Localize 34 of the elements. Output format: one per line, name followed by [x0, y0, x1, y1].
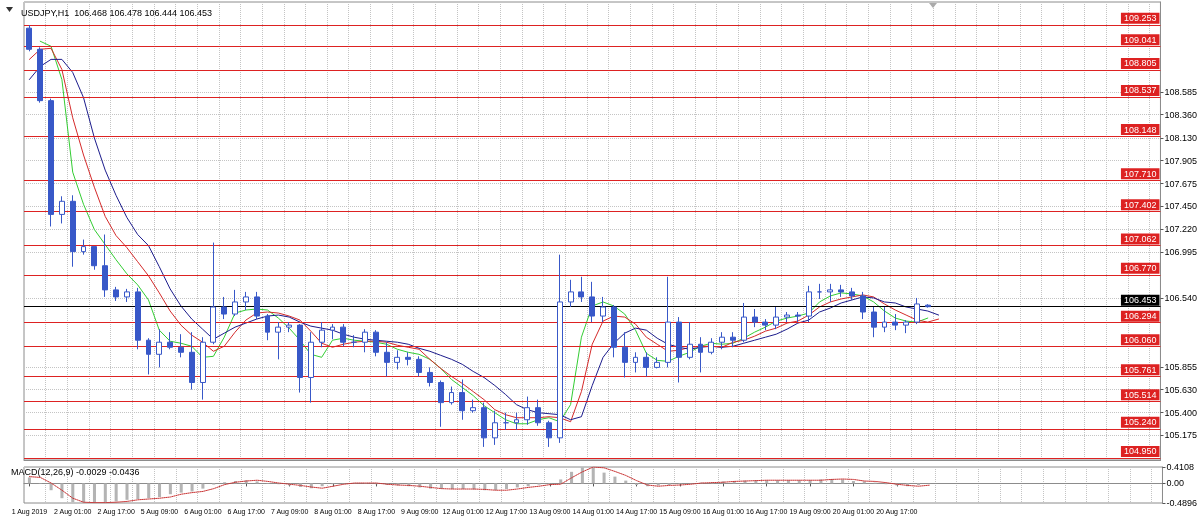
y-tick-label: -0.4896: [1166, 498, 1198, 508]
ref-line-label: 109.253: [1123, 13, 1157, 24]
chart-title: MACD(12,26,9) -0.0029 -0.0436: [11, 466, 140, 477]
y-tick-label: 108.360: [1164, 109, 1198, 120]
ref-line-label: 108.805: [1123, 58, 1157, 69]
y-tick-label: 105.630: [1164, 384, 1198, 395]
y-tick-label: 107.450: [1164, 201, 1198, 212]
y-tick-label: 105.400: [1164, 407, 1198, 418]
y-tick-label: 107.675: [1164, 178, 1198, 189]
y-tick-label: 108.130: [1164, 132, 1198, 143]
ref-line-label: 106.060: [1123, 334, 1157, 345]
ref-line-label: 108.537: [1123, 85, 1157, 96]
y-tick-label: 107.905: [1164, 155, 1198, 166]
y-tick-label: 106.995: [1164, 247, 1198, 258]
y-tick-label: 107.220: [1164, 224, 1198, 235]
y-tick-label: 105.175: [1164, 430, 1198, 441]
ref-line-label: 106.294: [1123, 311, 1157, 322]
ref-line-label: 105.240: [1123, 417, 1157, 428]
ref-line-label: 105.514: [1123, 389, 1157, 400]
y-tick-label: 106.540: [1164, 292, 1198, 303]
ref-line-label: 104.950: [1123, 446, 1157, 457]
ref-line-label: 106.453: [1123, 295, 1157, 306]
ref-line-label: 107.062: [1123, 233, 1157, 244]
ref-line-label: 107.710: [1123, 168, 1157, 179]
ref-line-label: 109.041: [1123, 34, 1157, 45]
y-tick-label: 108.585: [1164, 87, 1198, 98]
text: USDJPY,H1 106.468 106.478 106.444 106.453: [21, 7, 212, 18]
y-tick-label: 105.855: [1164, 361, 1198, 372]
ref-line-label: 107.402: [1123, 199, 1157, 210]
ref-line-label: 108.148: [1123, 124, 1157, 135]
ref-line-label: 106.770: [1123, 263, 1157, 274]
y-tick-label: 0.4108: [1166, 462, 1195, 472]
y-tick-label: 0.00: [1166, 478, 1185, 489]
ref-line-label: 105.761: [1123, 364, 1157, 375]
